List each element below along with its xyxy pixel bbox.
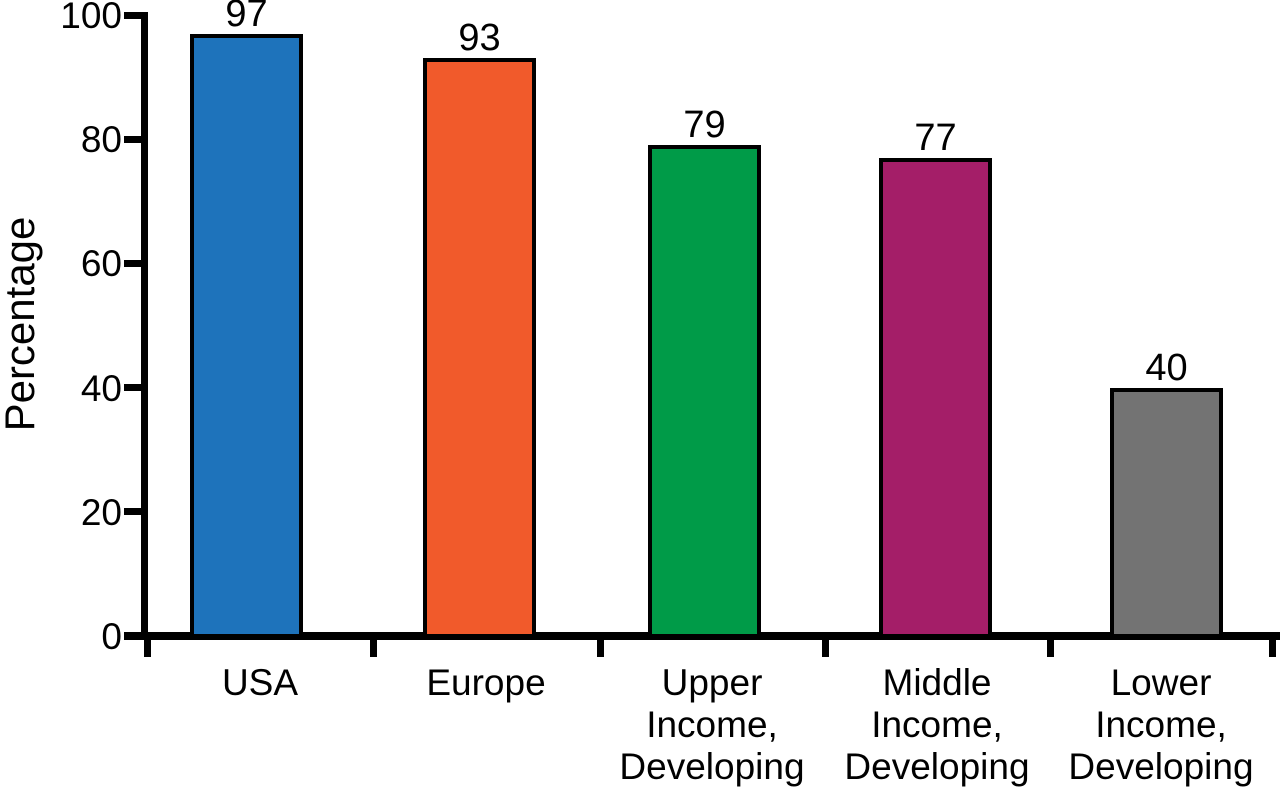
y-tick-0 (124, 632, 141, 640)
y-tick-label-80: 80 (80, 119, 122, 161)
y-tick-20 (124, 508, 141, 516)
bar-value-label: 97 (225, 0, 268, 35)
x-tick-3 (821, 640, 829, 657)
x-tick-5 (1268, 640, 1276, 657)
x-tick-1 (369, 640, 377, 657)
x-category-label: Europe (426, 662, 546, 703)
y-tick-40 (124, 384, 141, 392)
y-axis-title: Percentage (0, 216, 43, 432)
y-tick-100 (124, 11, 141, 19)
y-tick-label-40: 40 (80, 367, 122, 409)
bar-upper-income-developing (648, 145, 761, 638)
y-tick-80 (124, 135, 141, 143)
bar-value-label: 77 (914, 116, 957, 159)
bar-value-label: 93 (458, 17, 501, 60)
x-tick-4 (1046, 640, 1054, 657)
x-tick-0 (143, 640, 151, 657)
y-axis-line (141, 12, 148, 640)
bar-value-label: 79 (683, 104, 726, 147)
y-tick-label-100: 100 (60, 0, 122, 36)
x-category-label: Lower Income, Developing (1068, 662, 1254, 787)
y-tick-label-0: 0 (101, 616, 122, 657)
y-tick-label-60: 60 (80, 243, 122, 285)
bar-europe (423, 58, 536, 638)
x-tick-2 (596, 640, 604, 657)
bar-usa (190, 33, 303, 638)
y-tick-60 (124, 259, 141, 267)
bar-lower-income-developing (1110, 387, 1223, 638)
bar-value-label: 40 (1145, 346, 1188, 389)
x-category-label: USA (221, 662, 299, 703)
x-category-label: Middle Income, Developing (844, 662, 1030, 787)
bar-middle-income-developing (879, 157, 992, 638)
x-category-label: Upper Income, Developing (619, 662, 805, 787)
y-tick-label-20: 20 (80, 491, 122, 533)
